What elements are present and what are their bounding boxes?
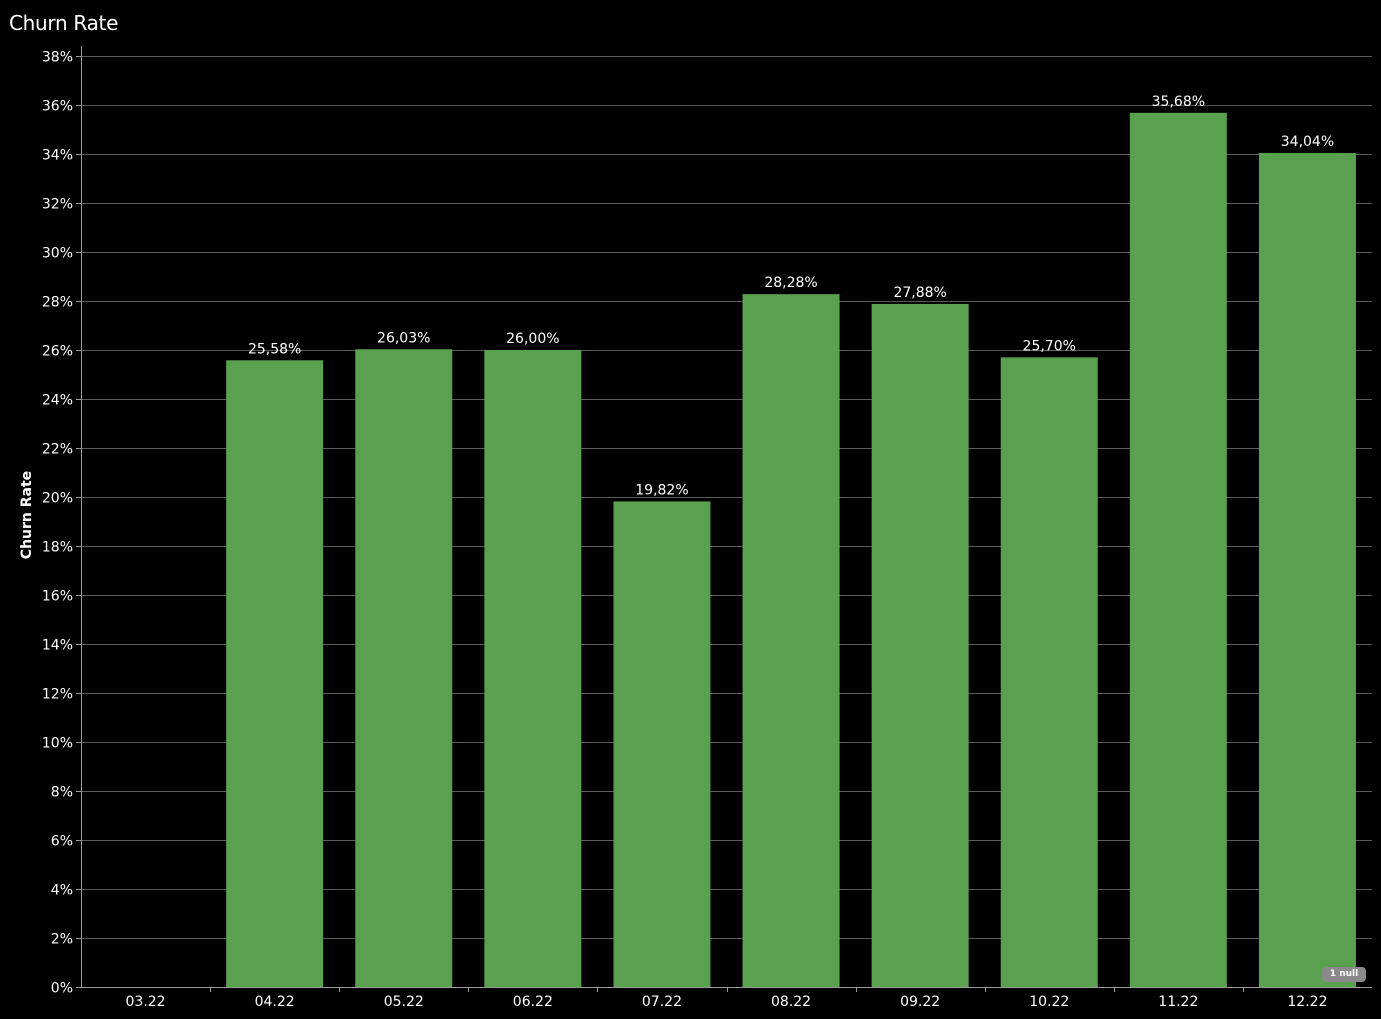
y-tick-label: 20% bbox=[42, 491, 73, 507]
data-label: 26,03% bbox=[377, 330, 430, 346]
y-tick-label: 38% bbox=[42, 50, 73, 66]
bars bbox=[226, 112, 1356, 988]
y-tick-label: 16% bbox=[42, 589, 73, 605]
y-tick-label: 6% bbox=[51, 834, 73, 850]
x-tick-label: 08.22 bbox=[771, 994, 811, 1010]
y-tick-label: 2% bbox=[51, 932, 73, 948]
bar bbox=[1129, 112, 1227, 988]
bar bbox=[613, 501, 711, 987]
x-tick-label: 05.22 bbox=[384, 994, 424, 1010]
data-label: 27,88% bbox=[893, 285, 946, 301]
null-indicator-badge[interactable]: 1 null bbox=[1322, 967, 1366, 982]
data-label: 19,82% bbox=[635, 482, 688, 498]
data-label: 25,70% bbox=[1023, 338, 1076, 354]
bar bbox=[871, 303, 969, 987]
data-label: 28,28% bbox=[764, 275, 817, 291]
bar bbox=[484, 350, 582, 987]
bar bbox=[1258, 153, 1356, 987]
data-label: 26,00% bbox=[506, 331, 559, 347]
chart-title: Churn Rate bbox=[9, 11, 119, 35]
data-label: 25,58% bbox=[248, 341, 301, 357]
y-tick-label: 36% bbox=[42, 99, 73, 115]
y-tick-label: 0% bbox=[51, 981, 73, 997]
y-tick-label: 28% bbox=[42, 295, 73, 311]
x-tick-label: 10.22 bbox=[1029, 994, 1069, 1010]
data-label: 34,04% bbox=[1281, 134, 1334, 150]
axes: 0% 2% 4% 6% 8% 10% 12% 14% 16% 18% 20% 22% 24% 26% 28%… bbox=[42, 46, 1372, 1010]
y-tick-label: 12% bbox=[42, 687, 73, 703]
y-tick-label: 14% bbox=[42, 638, 73, 654]
bar bbox=[226, 360, 324, 987]
x-tick-label: 06.22 bbox=[513, 994, 553, 1010]
y-tick-label: 8% bbox=[51, 785, 73, 801]
y-tick-label: 22% bbox=[42, 442, 73, 458]
y-tick-label: 24% bbox=[42, 393, 73, 409]
x-tick-label: 04.22 bbox=[255, 994, 295, 1010]
y-tick-label: 10% bbox=[42, 736, 73, 752]
y-tick-label: 4% bbox=[51, 883, 73, 899]
x-tick-label: 12.22 bbox=[1287, 994, 1327, 1010]
x-tick-label: 11.22 bbox=[1158, 994, 1198, 1010]
x-tick-label: 09.22 bbox=[900, 994, 940, 1010]
y-tick-label: 30% bbox=[42, 246, 73, 262]
data-labels: 25,58% 26,03% 26,00% 19,82% 28,28% 27,88% 25,7… bbox=[248, 94, 1334, 499]
data-label: 35,68% bbox=[1152, 94, 1205, 110]
bar bbox=[1000, 357, 1098, 988]
bar bbox=[742, 294, 840, 987]
y-tick-label: 26% bbox=[42, 344, 73, 360]
bar bbox=[355, 349, 453, 987]
x-tick-label: 03.22 bbox=[126, 994, 166, 1010]
y-tick-label: 18% bbox=[42, 540, 73, 556]
y-tick-label: 32% bbox=[42, 197, 73, 213]
y-tick-label: 34% bbox=[42, 148, 73, 164]
x-tick-label: 07.22 bbox=[642, 994, 682, 1010]
